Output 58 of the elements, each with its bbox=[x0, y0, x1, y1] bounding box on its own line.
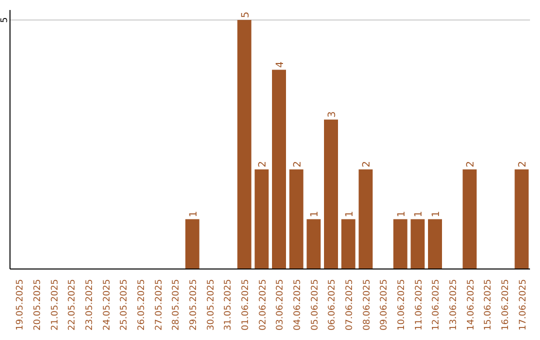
x-tick-label: 25.05.2025 bbox=[120, 279, 130, 331]
x-tick-label: 02.06.2025 bbox=[258, 279, 268, 331]
x-tick-label: 11.06.2025 bbox=[414, 279, 424, 331]
data-label: 2 bbox=[292, 161, 304, 168]
data-label: 5 bbox=[240, 12, 252, 18]
data-label: 1 bbox=[310, 210, 321, 218]
bar bbox=[514, 169, 529, 269]
bar bbox=[462, 169, 477, 269]
x-tick-label: 09.06.2025 bbox=[380, 279, 390, 331]
x-tick-label: 20.05.2025 bbox=[33, 279, 43, 331]
x-tick-label: 06.06.2025 bbox=[328, 279, 338, 331]
x-tick-label: 03.06.2025 bbox=[276, 279, 286, 331]
x-tick-label: 08.06.2025 bbox=[362, 279, 372, 331]
x-tick-label: 22.05.2025 bbox=[68, 279, 78, 331]
data-label: 4 bbox=[275, 61, 286, 68]
x-tick-label: 07.06.2025 bbox=[345, 279, 355, 331]
x-tick-label: 24.05.2025 bbox=[102, 279, 112, 331]
x-tick-label: 23.05.2025 bbox=[85, 279, 95, 331]
x-tick-label: 14.06.2025 bbox=[466, 279, 476, 331]
x-tick-label: 16.06.2025 bbox=[501, 279, 511, 331]
data-label: 1 bbox=[431, 210, 442, 218]
data-label: 1 bbox=[344, 210, 356, 218]
x-tick-label: 15.06.2025 bbox=[484, 279, 494, 331]
x-tick-label: 19.05.2025 bbox=[16, 279, 26, 331]
bar bbox=[272, 70, 286, 269]
data-label: 2 bbox=[518, 161, 529, 168]
data-label: 1 bbox=[188, 210, 200, 218]
x-tick-label: 27.05.2025 bbox=[154, 279, 164, 331]
bar bbox=[324, 120, 338, 269]
data-label: 2 bbox=[258, 161, 269, 168]
bar bbox=[341, 219, 356, 269]
x-tick-label: 17.06.2025 bbox=[518, 279, 528, 331]
bar bbox=[237, 20, 252, 269]
bar bbox=[185, 219, 200, 269]
bar bbox=[393, 219, 408, 269]
bar bbox=[428, 219, 442, 269]
x-tick-label: 01.06.2025 bbox=[241, 279, 251, 331]
x-tick-label: 05.06.2025 bbox=[310, 279, 320, 331]
x-tick-label: 28.05.2025 bbox=[172, 279, 182, 331]
bar bbox=[358, 169, 373, 269]
x-tick-label: 30.05.2025 bbox=[206, 279, 216, 331]
x-tick-label: 13.06.2025 bbox=[449, 279, 459, 331]
bar bbox=[254, 169, 269, 269]
x-tick-label: 10.06.2025 bbox=[397, 279, 407, 331]
x-tick-label: 31.05.2025 bbox=[224, 279, 234, 331]
data-label: 1 bbox=[396, 210, 408, 218]
bar bbox=[410, 219, 425, 269]
data-label: 2 bbox=[466, 161, 477, 168]
data-label: 1 bbox=[414, 210, 425, 218]
x-tick-label: 21.05.2025 bbox=[50, 279, 60, 331]
bar bbox=[289, 169, 304, 269]
x-tick-label: 12.06.2025 bbox=[432, 279, 442, 331]
data-label: 2 bbox=[362, 161, 373, 168]
x-tick-label: 04.06.2025 bbox=[293, 279, 303, 331]
data-label: 3 bbox=[327, 111, 338, 118]
bar bbox=[306, 219, 321, 269]
x-tick-label: 29.05.2025 bbox=[189, 279, 199, 331]
x-tick-label: 26.05.2025 bbox=[137, 279, 147, 331]
